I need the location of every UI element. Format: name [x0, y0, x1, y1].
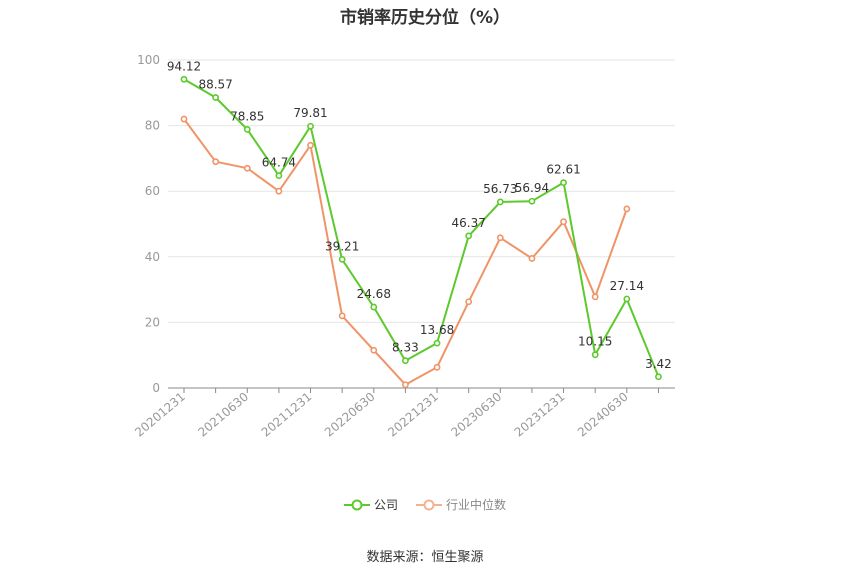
x-axis-tick-labels: 20201231 20210630 20211231 20220630 20221231…: [132, 390, 631, 440]
data-point-company: [496, 198, 504, 206]
x-tick-label: 20211231: [259, 390, 315, 440]
data-label-company: 24.68: [357, 287, 391, 301]
data-point-company: [180, 75, 188, 83]
data-label-company: 62.61: [546, 163, 580, 177]
data-labels: 94.1288.5778.8564.7479.8139.2124.688.331…: [167, 59, 672, 370]
data-point-industry-median: [591, 293, 599, 301]
data-point-company: [370, 303, 378, 311]
legend-item-industry-median[interactable]: 行业中位数: [416, 496, 506, 513]
x-tick-label: 20210630: [195, 390, 251, 440]
data-point-company: [433, 339, 441, 347]
data-point-company: [307, 122, 314, 130]
chart-legend: 公司 行业中位数: [0, 496, 850, 513]
data-point-company: [338, 255, 346, 263]
data-point-industry-median: [623, 205, 631, 213]
data-label-company: 56.73: [483, 182, 517, 196]
data-point-industry-median: [402, 381, 409, 389]
x-axis: [168, 387, 675, 393]
grid-lines: [168, 59, 675, 323]
x-tick-label: 20201231: [132, 390, 188, 440]
data-label-company: 27.14: [610, 279, 644, 293]
series-layer: [180, 75, 662, 389]
data-point-company: [623, 295, 631, 303]
data-point-industry-median: [212, 158, 220, 166]
y-tick-label: 80: [145, 119, 160, 133]
data-point-company: [528, 197, 536, 205]
data-label-company: 56.94: [515, 181, 549, 195]
data-label-company: 46.37: [451, 216, 485, 230]
data-point-company: [275, 172, 283, 180]
legend-label-industry-median: 行业中位数: [446, 498, 507, 512]
data-label-company: 3.42: [645, 357, 672, 371]
data-point-company: [212, 94, 220, 101]
y-tick-label: 60: [145, 184, 160, 198]
data-label-company: 39.21: [325, 239, 359, 253]
legend-label-company: 公司: [373, 498, 398, 512]
data-label-company: 78.85: [230, 109, 264, 123]
y-tick-label: 20: [145, 315, 160, 329]
data-point-industry-median: [307, 141, 314, 149]
y-tick-label: 40: [145, 250, 160, 264]
data-point-company: [655, 373, 662, 381]
legend-item-company[interactable]: 公司: [343, 496, 398, 513]
data-point-industry-median: [528, 255, 536, 262]
data-point-industry-median: [338, 312, 346, 320]
data-label-company: 79.81: [293, 106, 327, 120]
data-point-company: [402, 357, 409, 365]
legend-marker-industry-median: [416, 499, 442, 510]
data-source: 数据来源：恒生聚源: [366, 550, 484, 565]
data-point-industry-median: [275, 187, 283, 195]
legend-marker-company: [343, 499, 370, 510]
data-point-industry-median: [560, 218, 567, 226]
data-point-company: [560, 179, 567, 187]
y-tick-label: 100: [137, 53, 160, 67]
data-point-industry-median: [465, 298, 473, 306]
data-label-company: 13.68: [420, 323, 454, 337]
x-tick-label: 20230630: [448, 390, 504, 440]
x-tick-label: 20240630: [575, 390, 631, 440]
data-point-industry-median: [496, 234, 504, 242]
x-tick-label: 20231231: [512, 390, 568, 440]
y-axis-tick-labels: 0 20 40 60 80 100: [137, 53, 160, 395]
data-point-industry-median: [180, 115, 188, 123]
data-label-company: 8.33: [392, 341, 419, 355]
x-tick-label: 20221231: [385, 390, 441, 440]
chart-title: 市销率历史分位（%）: [339, 8, 511, 28]
x-tick-label: 20220630: [322, 390, 378, 440]
data-point-company: [465, 232, 473, 240]
data-point-company: [591, 351, 599, 359]
data-label-company: 10.15: [578, 335, 612, 349]
data-point-industry-median: [243, 164, 251, 172]
data-point-company: [243, 125, 251, 133]
series-line-company: [183, 78, 660, 378]
data-point-industry-median: [433, 363, 441, 371]
data-label-company: 88.57: [198, 77, 232, 91]
data-label-company: 64.74: [262, 156, 296, 170]
data-label-company: 94.12: [167, 59, 201, 73]
y-tick-label: 0: [152, 381, 160, 395]
data-point-industry-median: [370, 346, 378, 354]
